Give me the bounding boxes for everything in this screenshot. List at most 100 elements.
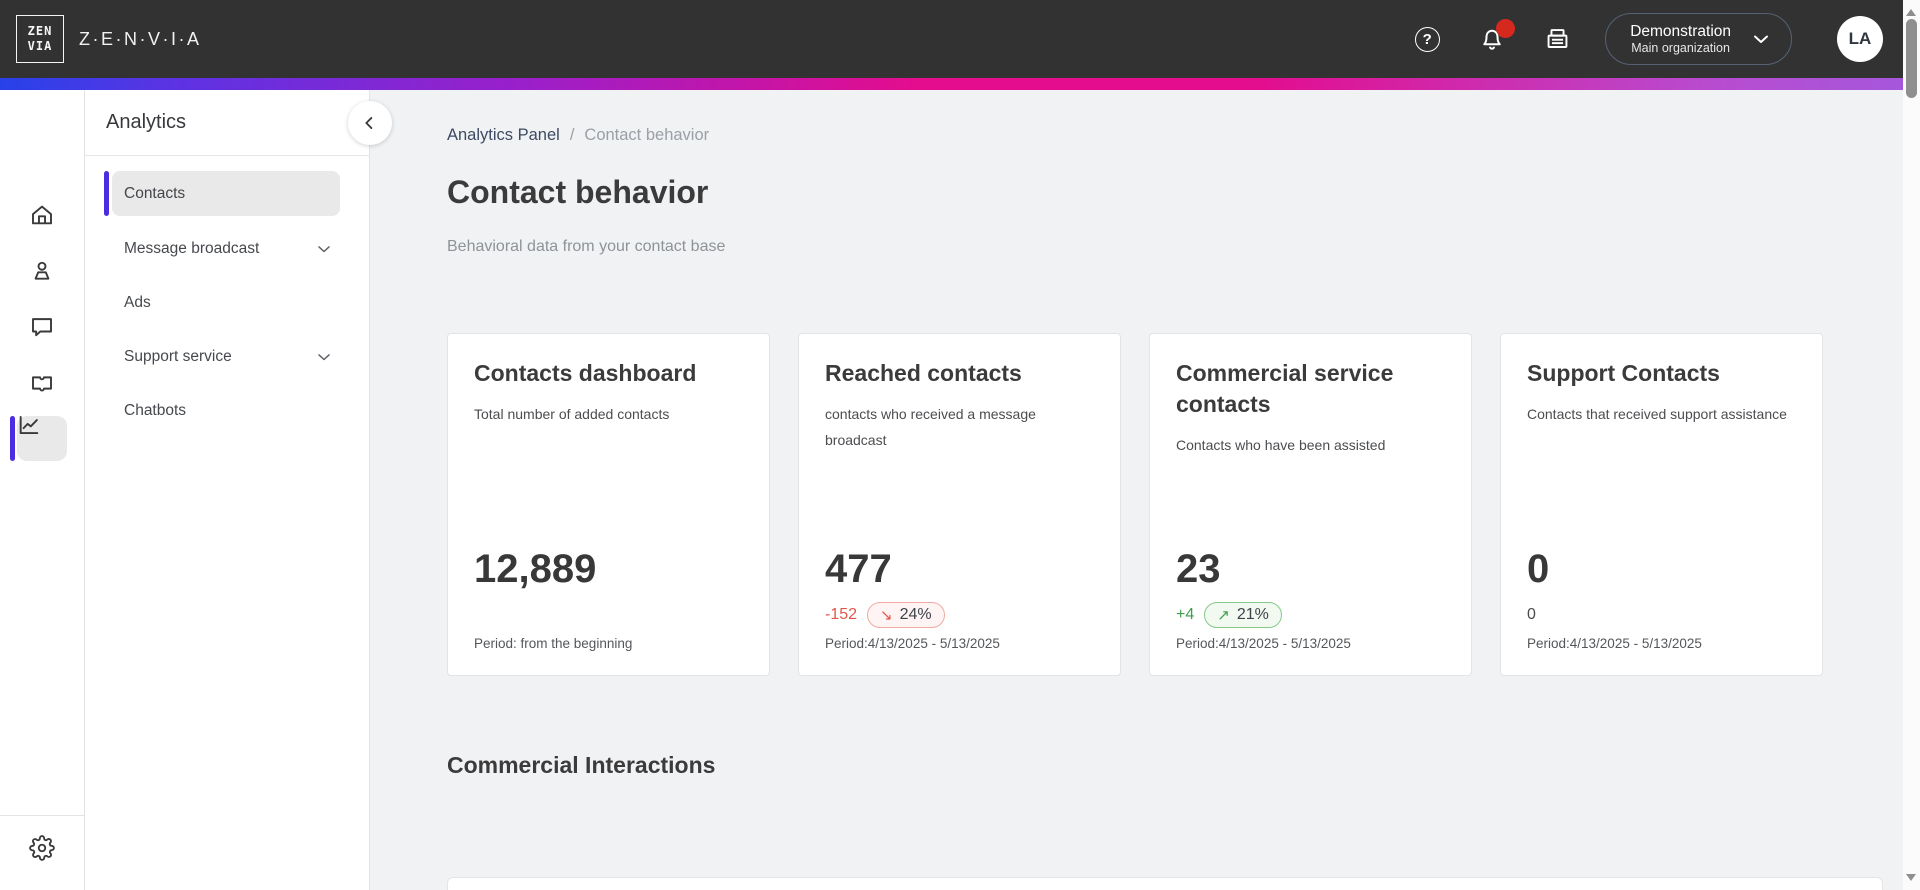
sidebar-item-label: Support service bbox=[124, 347, 232, 365]
notification-badge-dot bbox=[1496, 19, 1516, 38]
sidebar-item-label: Contacts bbox=[124, 184, 186, 202]
breadcrumb-current: Contact behavior bbox=[584, 126, 710, 144]
notifications-button[interactable] bbox=[1476, 19, 1516, 55]
chat-bubble-icon bbox=[32, 317, 52, 336]
card-contacts-dashboard: Contacts dashboard Total number of added… bbox=[447, 333, 770, 676]
organization-subtitle: Main organization bbox=[1631, 40, 1730, 55]
topbar: ZEN VIA Z·E·N·V·I·A ? bbox=[0, 0, 1903, 78]
card-value: 477 bbox=[825, 547, 892, 591]
help-button[interactable]: ? bbox=[1411, 23, 1443, 55]
card-delta-row: +4 ↗ 21% bbox=[1176, 594, 1445, 636]
card-reached-contacts: Reached contacts contacts who received a… bbox=[798, 333, 1121, 676]
card-delta-row: -152 ↘ 24% bbox=[825, 594, 1094, 636]
rail-item-conversations[interactable] bbox=[0, 304, 84, 349]
zenvia-logo[interactable]: ZEN VIA Z·E·N·V·I·A bbox=[16, 15, 201, 63]
menu-selected-indicator-bar bbox=[104, 171, 109, 216]
printer-icon bbox=[1547, 28, 1568, 48]
breadcrumb: Analytics Panel / Contact behavior bbox=[447, 126, 709, 145]
page-title: Contact behavior bbox=[447, 174, 709, 210]
topbar-actions: ? Demonstration bbox=[1411, 13, 1903, 65]
card-value: 12,889 bbox=[474, 547, 597, 591]
card-period: Period:4/13/2025 - 5/13/2025 bbox=[825, 636, 1000, 651]
zenvia-wordmark: Z·E·N·V·I·A bbox=[79, 28, 202, 49]
trend-down-arrow-icon: ↘ bbox=[880, 606, 893, 624]
sidebar-item-ads[interactable]: Ads bbox=[112, 280, 340, 325]
delta-value: -152 bbox=[825, 606, 858, 623]
card-description: Contacts that received support assistanc… bbox=[1527, 406, 1787, 423]
trend-badge-down: ↘ 24% bbox=[867, 602, 945, 628]
card-title: Commercial service contacts bbox=[1176, 360, 1394, 418]
chevron-down-icon bbox=[318, 245, 330, 252]
avatar-initials: LA bbox=[1848, 29, 1872, 48]
breadcrumb-separator: / bbox=[569, 126, 575, 144]
selected-indicator-bar bbox=[10, 416, 15, 461]
nav-rail bbox=[0, 90, 85, 890]
card-title: Contacts dashboard bbox=[474, 360, 697, 386]
scrollbar-thumb[interactable] bbox=[1906, 19, 1917, 98]
rail-divider bbox=[0, 815, 84, 816]
print-button[interactable] bbox=[1541, 23, 1573, 55]
card-description: contacts who received a message broadcas… bbox=[825, 406, 1036, 448]
help-icon: ? bbox=[1414, 26, 1440, 52]
commercial-interactions-card-partial bbox=[447, 877, 1883, 890]
sidebar: Analytics Contacts Message broadcast Ads… bbox=[85, 90, 370, 890]
chevron-down-icon bbox=[1754, 35, 1768, 43]
rail-item-analytics-selected[interactable] bbox=[0, 327, 84, 461]
sidebar-item-label: Message broadcast bbox=[124, 239, 260, 257]
rail-item-home[interactable] bbox=[0, 192, 84, 237]
card-title: Reached contacts bbox=[825, 360, 1022, 386]
sidebar-item-chatbots[interactable]: Chatbots bbox=[112, 388, 340, 433]
breadcrumb-parent-link[interactable]: Analytics Panel bbox=[447, 126, 560, 144]
sidebar-item-label: Ads bbox=[124, 293, 151, 311]
kpi-cards-row: Contacts dashboard Total number of added… bbox=[447, 333, 1823, 676]
card-value: 23 bbox=[1176, 547, 1221, 591]
help-glyph: ? bbox=[1422, 30, 1432, 48]
delta-value: +4 bbox=[1176, 606, 1195, 623]
zenvia-logo-mark-icon: ZEN VIA bbox=[16, 15, 64, 63]
card-description: Total number of added contacts bbox=[474, 406, 670, 423]
home-icon bbox=[32, 205, 52, 224]
rail-item-contacts[interactable] bbox=[0, 248, 84, 293]
section-title-commercial-interactions: Commercial Interactions bbox=[447, 752, 716, 778]
card-description: Contacts who have been assisted bbox=[1176, 437, 1386, 454]
card-period: Period:4/13/2025 - 5/13/2025 bbox=[1527, 636, 1702, 651]
rail-item-settings[interactable] bbox=[0, 825, 84, 870]
trend-badge-up: ↗ 21% bbox=[1204, 602, 1282, 628]
organization-switcher[interactable]: Demonstration Main organization bbox=[1605, 13, 1792, 65]
card-delta-row: 0 bbox=[1527, 594, 1796, 636]
chevron-down-icon bbox=[318, 353, 330, 360]
card-title: Support Contacts bbox=[1527, 360, 1720, 386]
scrollbar-up-arrow[interactable] bbox=[1906, 9, 1916, 16]
ticket-icon bbox=[32, 375, 52, 391]
user-avatar[interactable]: LA bbox=[1837, 16, 1883, 62]
sidebar-item-support-service[interactable]: Support service bbox=[112, 334, 340, 379]
logo-mark-top: ZEN bbox=[27, 24, 53, 39]
card-period: Period: from the beginning bbox=[474, 636, 633, 651]
bell-icon bbox=[1483, 29, 1501, 50]
trend-percent: 24% bbox=[899, 606, 932, 623]
scrollbar-down-arrow[interactable] bbox=[1906, 874, 1916, 881]
card-value: 0 bbox=[1527, 547, 1550, 591]
page-scrollbar bbox=[1903, 0, 1920, 890]
sidebar-divider bbox=[85, 155, 370, 156]
card-commercial-service-contacts: Commercial service contacts Contacts who… bbox=[1149, 333, 1472, 676]
sidebar-title: Analytics bbox=[106, 111, 187, 133]
sidebar-item-contacts[interactable]: Contacts bbox=[112, 171, 340, 216]
sidebar-item-message-broadcast[interactable]: Message broadcast bbox=[112, 226, 340, 271]
trend-percent: 21% bbox=[1236, 606, 1269, 623]
brand-gradient-bar bbox=[0, 78, 1903, 90]
analytics-chart-icon bbox=[19, 415, 39, 435]
card-support-contacts: Support Contacts Contacts that received … bbox=[1500, 333, 1823, 676]
organization-name: Demonstration bbox=[1630, 22, 1731, 40]
page-subtitle: Behavioral data from your contact base bbox=[447, 238, 726, 255]
chevron-left-icon bbox=[365, 117, 373, 129]
sidebar-collapse-button[interactable] bbox=[348, 101, 392, 145]
rail-item-tickets[interactable] bbox=[0, 360, 84, 405]
gear-icon bbox=[29, 834, 55, 861]
logo-mark-bottom: VIA bbox=[27, 38, 53, 53]
trend-up-arrow-icon: ↗ bbox=[1217, 606, 1230, 624]
main-content: Analytics Panel / Contact behavior Conta… bbox=[370, 90, 1903, 890]
organization-text: Demonstration Main organization bbox=[1630, 22, 1731, 57]
sidebar-item-label: Chatbots bbox=[124, 401, 187, 419]
